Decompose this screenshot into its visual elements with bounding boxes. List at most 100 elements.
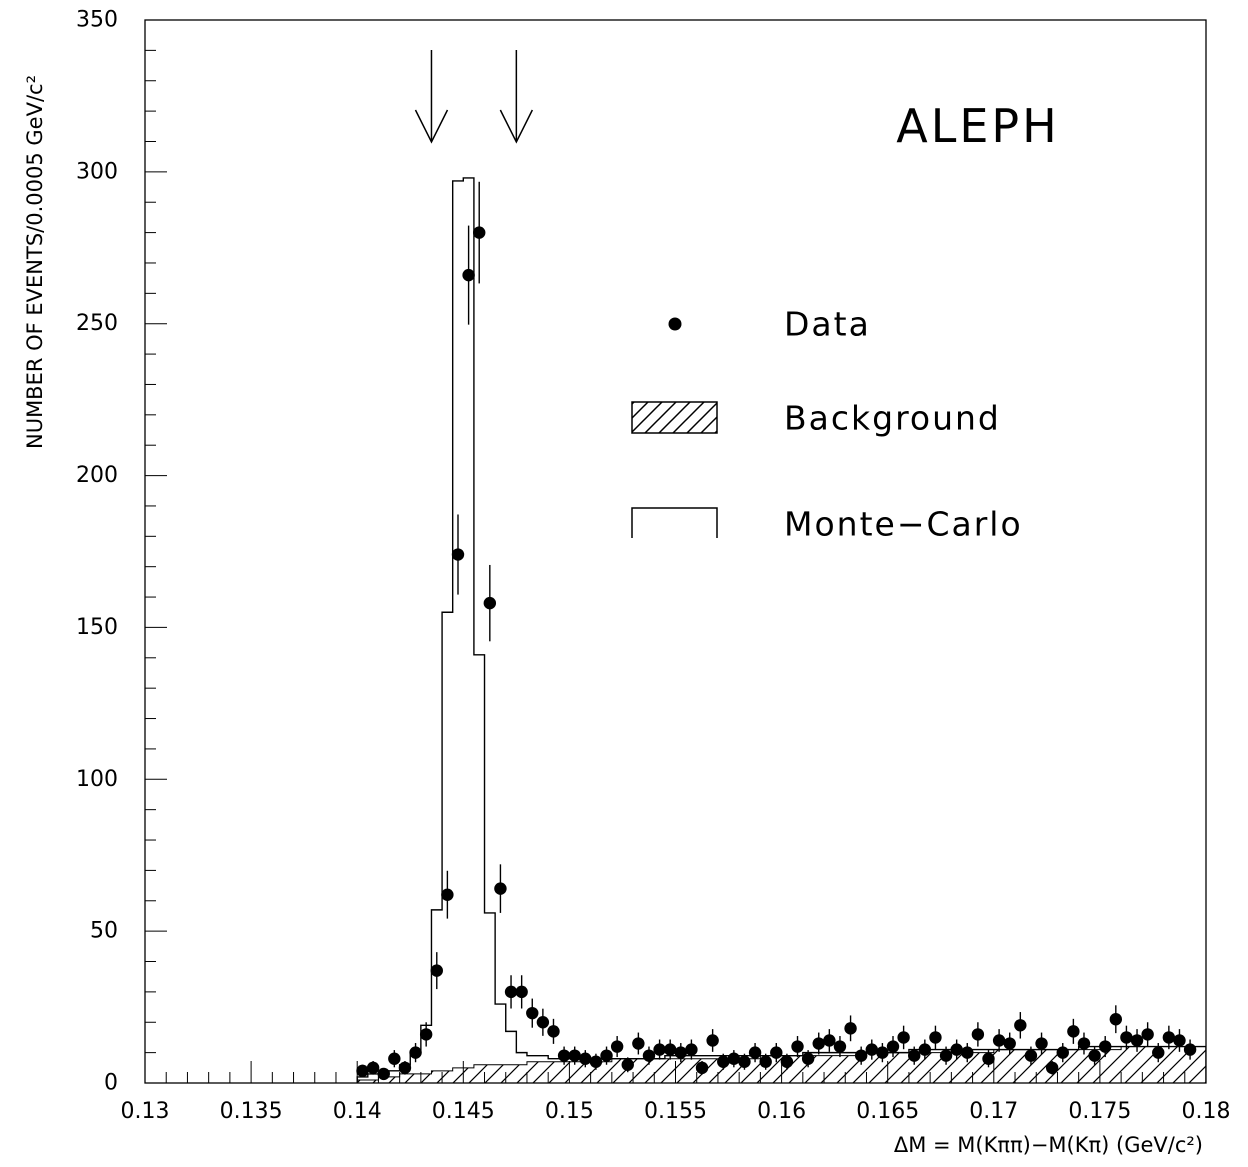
- monte-carlo-outline: [356, 177, 1206, 1083]
- data-point: [419, 1022, 433, 1047]
- data-point: [356, 1064, 369, 1078]
- data-point: [462, 225, 475, 325]
- data-point: [494, 864, 507, 913]
- data-marker: [961, 1046, 974, 1059]
- data-marker: [462, 268, 475, 282]
- data-point: [1120, 1025, 1133, 1050]
- x-tick-label: 0.18: [1182, 1099, 1231, 1124]
- y-tick-label: 250: [76, 311, 118, 336]
- legend: Data Background Monte−Carlo: [631, 305, 1021, 544]
- data-point: [833, 1036, 847, 1058]
- data-marker: [1067, 1025, 1080, 1038]
- data-point: [854, 1046, 868, 1065]
- data-marker: [388, 1052, 401, 1065]
- data-point: [504, 975, 518, 1009]
- data-point: [610, 1036, 624, 1058]
- data-point: [483, 564, 497, 642]
- data-marker: [854, 1049, 868, 1062]
- data-marker: [441, 888, 454, 901]
- data-point: [526, 998, 539, 1028]
- data-marker: [844, 1022, 857, 1035]
- data-point: [430, 952, 443, 990]
- legend-data-label: Data: [784, 305, 871, 344]
- plot-frame: [144, 19, 1207, 1084]
- data-marker: [1130, 1034, 1144, 1047]
- data-marker: [1045, 1061, 1059, 1075]
- data-marker: [547, 1025, 560, 1038]
- data-marker: [1183, 1043, 1197, 1056]
- data-point: [388, 1050, 401, 1068]
- data-marker: [759, 1055, 772, 1068]
- data-point: [770, 1043, 783, 1063]
- data-marker: [833, 1040, 847, 1053]
- data-marker: [748, 1046, 762, 1059]
- data-point: [1173, 1029, 1186, 1052]
- data-marker: [483, 596, 497, 610]
- data-marker: [706, 1034, 719, 1047]
- data-marker: [356, 1064, 369, 1078]
- data-marker: [1024, 1049, 1038, 1062]
- data-point: [1056, 1043, 1069, 1063]
- data-point: [929, 1025, 942, 1050]
- data-point: [876, 1043, 889, 1063]
- data-point: [557, 1046, 571, 1065]
- data-marker: [366, 1061, 380, 1075]
- data-point: [1077, 1032, 1091, 1055]
- data-point: [939, 1046, 953, 1065]
- data-point: [812, 1032, 825, 1055]
- y-axis-title: NUMBER OF EVENTS/0.0005 GeV/c²: [23, 75, 47, 449]
- data-point: [1141, 1022, 1154, 1047]
- x-axis: 0.13 0.135 0.14 0.145 0.15 0.155 0.16 0.165 0.17…: [121, 1061, 1231, 1124]
- data-marker: [621, 1058, 634, 1071]
- data-marker: [1162, 1031, 1176, 1044]
- data-point: [727, 1050, 741, 1068]
- data-marker: [494, 882, 507, 895]
- x-tick-label: 0.14: [333, 1099, 382, 1124]
- data-marker: [727, 1052, 741, 1065]
- data-marker: [897, 1031, 910, 1044]
- data-marker: [430, 964, 443, 977]
- data-marker: [717, 1055, 730, 1068]
- data-marker: [1088, 1049, 1101, 1062]
- y-axis: 0 50 100 150 200 250 300 350: [76, 8, 167, 1096]
- data-point: [1024, 1046, 1038, 1065]
- data-marker: [377, 1067, 390, 1081]
- x-tick-label: 0.135: [220, 1099, 283, 1124]
- y-tick-label: 100: [76, 767, 118, 792]
- data-marker: [1035, 1037, 1048, 1050]
- x-tick-label: 0.17: [969, 1099, 1018, 1124]
- x-tick-label: 0.15: [545, 1099, 594, 1124]
- data-marker: [1152, 1046, 1165, 1059]
- data-point: [791, 1036, 804, 1058]
- x-tick-label: 0.145: [432, 1099, 495, 1124]
- data-marker: [409, 1046, 422, 1059]
- data-point: [663, 1039, 677, 1060]
- data-marker: [886, 1040, 900, 1053]
- data-point: [600, 1046, 613, 1065]
- legend-data-marker: [668, 317, 682, 331]
- arrow: [414, 50, 449, 144]
- data-point: [398, 1061, 412, 1075]
- y-tick-label: 200: [76, 463, 118, 488]
- data-point: [844, 1015, 857, 1042]
- x-tick-label: 0.175: [1068, 1099, 1131, 1124]
- data-point: [1035, 1032, 1048, 1055]
- data-point: [748, 1043, 762, 1063]
- data-point: [759, 1053, 772, 1070]
- data-point: [950, 1039, 963, 1060]
- data-marker: [770, 1046, 783, 1059]
- data-marker: [801, 1052, 815, 1065]
- data-marker: [982, 1052, 995, 1065]
- data-point: [579, 1050, 592, 1068]
- data-point: [897, 1025, 910, 1050]
- y-tick-label: 0: [104, 1071, 118, 1096]
- data-marker: [971, 1028, 985, 1041]
- data-marker: [663, 1043, 677, 1056]
- data-marker: [526, 1006, 539, 1020]
- data-point: [515, 975, 528, 1009]
- arrow: [499, 50, 534, 144]
- data-marker: [1173, 1034, 1186, 1047]
- data-point: [451, 514, 465, 595]
- data-marker: [1120, 1031, 1133, 1044]
- data-marker: [929, 1031, 942, 1044]
